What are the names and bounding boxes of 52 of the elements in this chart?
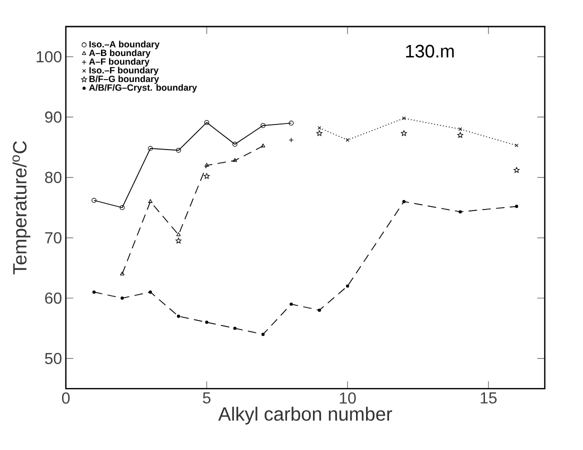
x-tick-label: 15: [480, 392, 497, 404]
point: [260, 143, 266, 148]
y-tick-label: 60: [45, 292, 62, 304]
legend-label: A–B boundary: [89, 49, 150, 58]
point: [176, 232, 181, 236]
point: [458, 210, 462, 214]
x-tick-label: 0: [62, 392, 70, 404]
point: [233, 326, 236, 330]
y-tick-label: 90: [45, 111, 62, 123]
y-axis-title: Temperature/$^{o}$C: [12, 141, 30, 274]
point: [148, 199, 153, 203]
point: [232, 142, 238, 147]
y-tick-label: 80: [45, 172, 62, 183]
point: [205, 320, 208, 324]
point: [92, 290, 96, 294]
annotation: 130.m: [406, 44, 454, 58]
x-tick-label: 5: [202, 392, 210, 404]
y-tick-label: 100: [36, 50, 62, 62]
point: [120, 296, 124, 300]
point: [290, 302, 293, 306]
point: [400, 130, 407, 136]
point: [204, 120, 210, 125]
point: [148, 146, 153, 151]
point: [176, 314, 180, 318]
point: [514, 166, 520, 173]
legend-label: A/B/F/G–Cryst. boundary: [89, 84, 197, 92]
legend-label: B/F–G boundary: [89, 75, 160, 84]
y-tick-label: 50: [45, 352, 62, 364]
point: [515, 204, 518, 208]
point: [120, 205, 125, 210]
point: [261, 332, 265, 336]
legend-label: Iso.–A boundary: [89, 40, 160, 50]
point: [402, 116, 406, 120]
point: [260, 122, 266, 128]
point: [148, 290, 152, 294]
point: [316, 130, 322, 136]
point: [288, 137, 294, 142]
point: [176, 238, 182, 244]
point: [318, 308, 321, 312]
point: [204, 162, 209, 167]
point: [176, 148, 181, 153]
x-tick-label: 10: [340, 392, 356, 404]
y-tick-label: 70: [45, 232, 62, 244]
point: [120, 271, 124, 276]
point: [346, 284, 350, 288]
point: [346, 138, 350, 142]
point: [232, 158, 238, 162]
point: [204, 173, 210, 179]
legend-label: A–F boundary: [89, 58, 150, 66]
point: [402, 200, 406, 204]
legend-label: Iso.–F boundary: [89, 66, 159, 76]
x-axis-title: Alkyl carbon number: [218, 406, 392, 424]
